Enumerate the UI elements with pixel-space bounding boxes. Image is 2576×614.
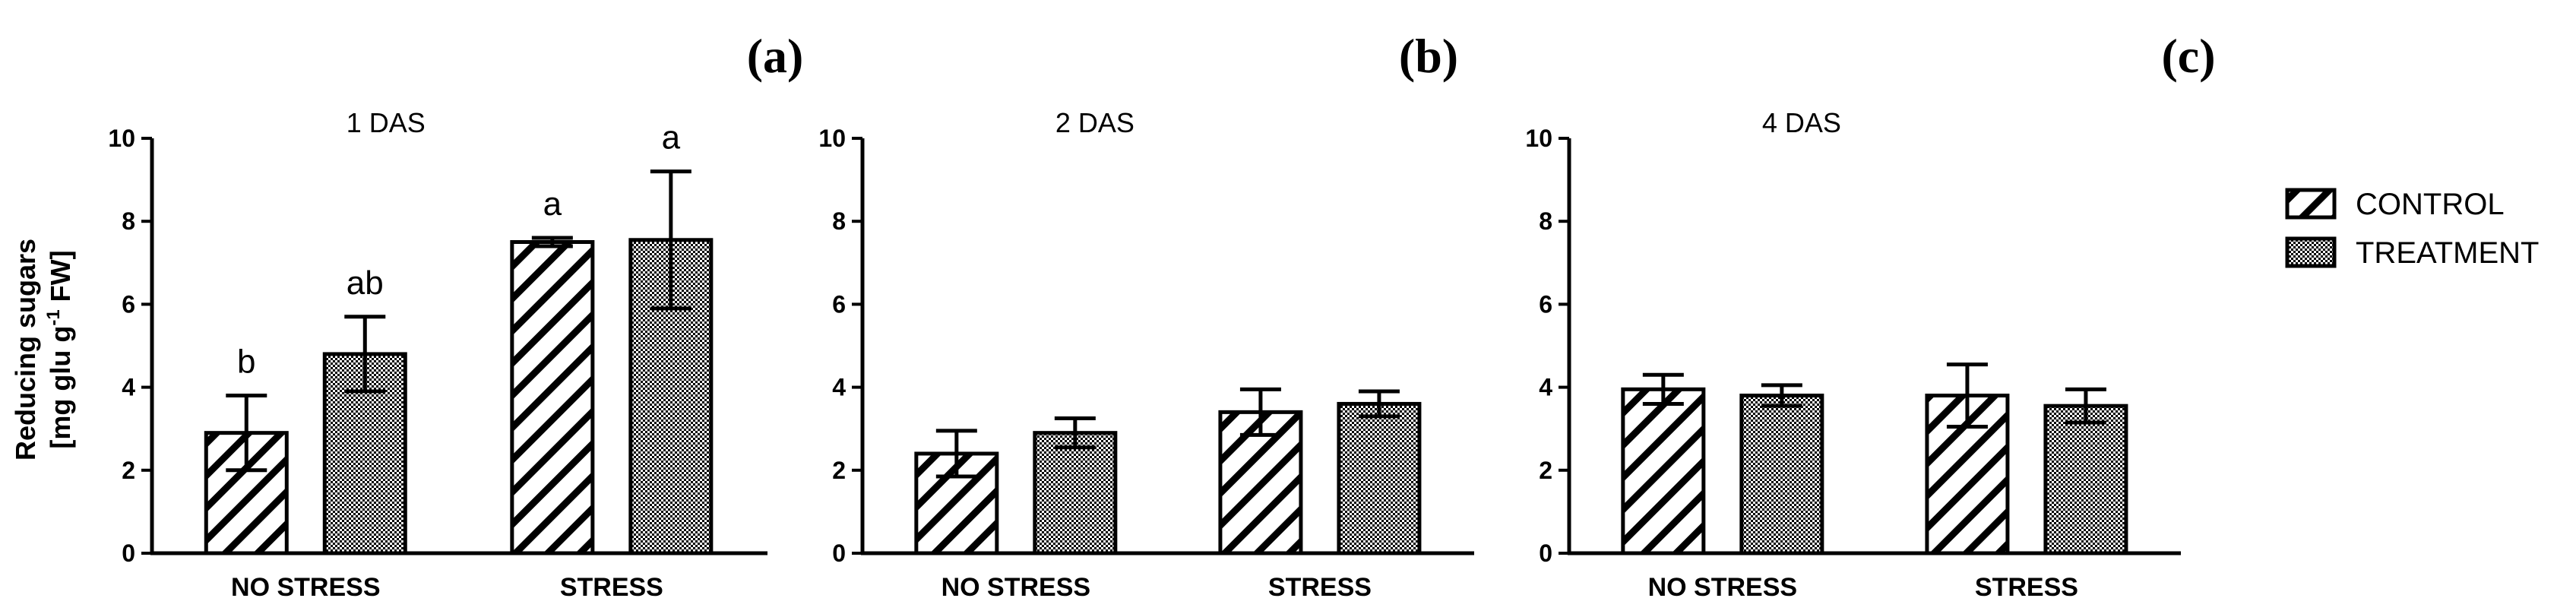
bar-treatment: [1033, 431, 1118, 555]
y-tick-label: 2: [832, 457, 846, 484]
y-axis-label-line1: Reducing sugars: [10, 239, 41, 460]
significance-label: ab: [347, 264, 384, 302]
y-tick-label: 2: [1539, 457, 1552, 484]
bar-control: [1621, 387, 1706, 555]
category-label: NO STRESS: [231, 573, 380, 602]
y-tick-label: 4: [1539, 374, 1552, 401]
y-tick-label: 10: [818, 125, 846, 152]
significance-label: a: [543, 185, 562, 223]
y-tick-label: 10: [108, 125, 135, 152]
chart-panel-3: 0 2 4 6 8 10 4 DAS (c) NO STRESS STRESS: [1525, 29, 2215, 602]
category-label: STRESS: [1975, 573, 2078, 602]
legend-label: CONTROL: [2356, 188, 2505, 221]
legend-swatch-treatment: [2285, 236, 2337, 268]
y-tick-label: 8: [832, 207, 846, 235]
panel-letter: (c): [2161, 29, 2215, 83]
y-tick-label: 6: [832, 290, 846, 318]
panel-title: 4 DAS: [1762, 107, 1841, 138]
y-tick-label: 4: [832, 374, 846, 401]
y-tick-label: 0: [832, 540, 846, 567]
category-label: STRESS: [1268, 573, 1372, 602]
y-tick-label: 10: [1525, 125, 1552, 152]
legend-swatch-control: [2285, 188, 2337, 220]
y-tick-label: 8: [122, 207, 135, 235]
chart-panel-1: 0 2 4 6 8 10 1 DAS (a) b ab NO STRESS a a STRESS Reduc…: [10, 29, 803, 602]
y-tick-label: 6: [122, 290, 135, 318]
y-tick-label: 6: [1539, 290, 1552, 318]
y-tick-label: 8: [1539, 207, 1552, 235]
legend: CONTROL TREATMENT: [2285, 188, 2539, 270]
significance-label: a: [662, 119, 681, 157]
chart-panel-2: 0 2 4 6 8 10 2 DAS (b) NO STRESS STRESS: [818, 29, 1474, 602]
panel-title: 1 DAS: [347, 107, 426, 138]
legend-label: TREATMENT: [2356, 236, 2539, 270]
bar-treatment: [1337, 401, 1422, 555]
y-tick-label: 2: [122, 457, 135, 484]
bar-treatment: [1739, 394, 1824, 555]
y-tick-label: 4: [122, 374, 135, 401]
bar-treatment: [2043, 404, 2128, 555]
category-label: NO STRESS: [941, 573, 1090, 602]
significance-label: b: [237, 343, 255, 381]
panel-letter: (b): [1399, 29, 1458, 83]
panel-letter: (a): [747, 29, 804, 83]
category-label: STRESS: [560, 573, 663, 602]
y-tick-label: 0: [1539, 540, 1552, 567]
y-tick-label: 0: [122, 540, 135, 567]
y-axis-label-line2: [mg glu g-1 FW]: [43, 250, 76, 448]
category-label: NO STRESS: [1648, 573, 1797, 602]
bar-control: [510, 240, 595, 555]
panel-title: 2 DAS: [1055, 107, 1135, 138]
